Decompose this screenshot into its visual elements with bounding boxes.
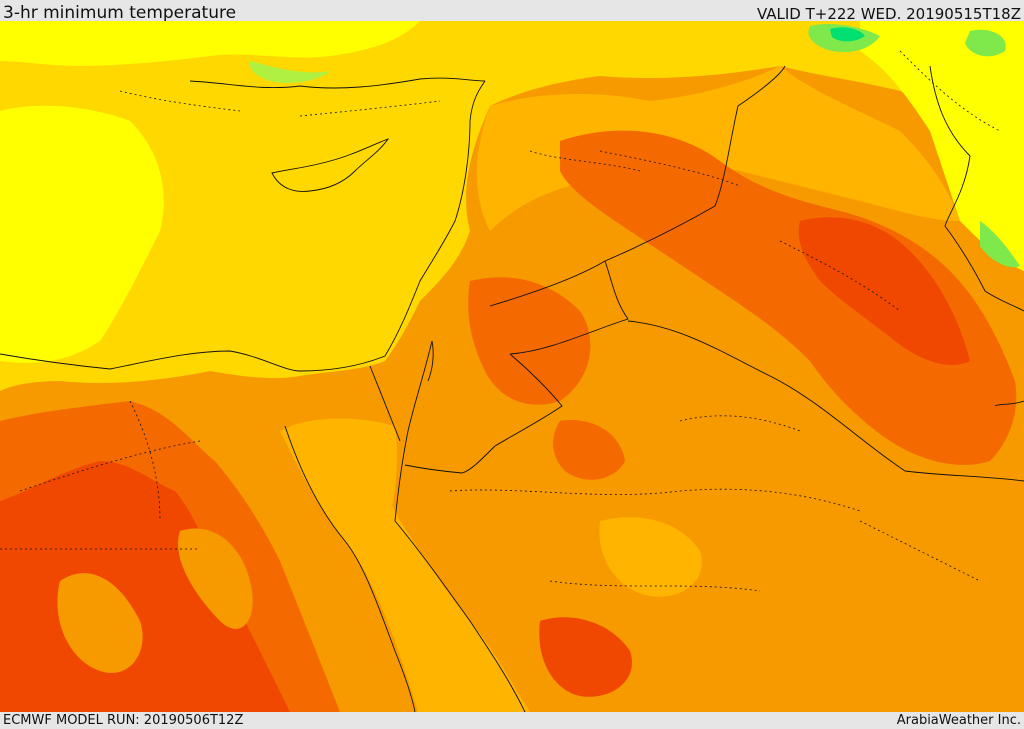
jordan-border xyxy=(404,353,563,474)
cyprus-outline xyxy=(271,138,390,192)
map-canvas xyxy=(0,21,1024,712)
green-patch-east xyxy=(965,29,1006,57)
red-sea-west-coast xyxy=(284,425,416,712)
map-title: 3-hr minimum temperature xyxy=(3,3,237,23)
egypt-israel-border xyxy=(369,365,401,442)
credit-label: ArabiaWeather Inc. xyxy=(896,713,1021,728)
aqaba-gulf-coast xyxy=(394,340,433,522)
turkey-coastline xyxy=(189,77,486,89)
syria-iraq-border xyxy=(489,65,786,307)
dead-sea xyxy=(427,340,434,382)
egypt-orange-patch-2 xyxy=(178,528,253,629)
province-borders xyxy=(0,50,1001,592)
jordan-saudi-border xyxy=(509,260,629,355)
iraq-hot-patch xyxy=(798,217,970,365)
west-med-yellow xyxy=(0,105,164,363)
egypt-orange-patch xyxy=(57,573,143,673)
temperature-map[interactable] xyxy=(0,21,1024,712)
green-patch-turkey xyxy=(249,61,330,83)
mesopotamia-warm-zone xyxy=(560,130,1017,465)
header-bar: 3-hr minimum temperature VALID T+222 WED… xyxy=(0,0,1024,23)
green-patch-core xyxy=(830,27,865,42)
levant-amber-zone xyxy=(476,66,960,231)
red-sea-east-coast xyxy=(394,520,526,712)
saudi-amber-patch xyxy=(599,517,702,597)
mediterranean-zone xyxy=(0,21,1024,391)
model-run-label: ECMWF MODEL RUN: 20190506T12Z xyxy=(3,713,244,728)
footer-bar: ECMWF MODEL RUN: 20190506T12Z ArabiaWeat… xyxy=(0,712,1024,729)
green-patch-caucasus xyxy=(980,221,1020,268)
valid-time-label: VALID T+222 WED. 20190515T18Z xyxy=(756,5,1021,23)
northeast-yellow xyxy=(860,21,1024,271)
levant-coastline xyxy=(0,80,486,372)
jordan-warm-zone xyxy=(468,277,591,405)
caspian-coast xyxy=(929,65,1024,312)
saudi-warm-patch xyxy=(553,420,625,480)
north-yellow-strip xyxy=(0,21,420,66)
persian-gulf-coast xyxy=(994,400,1024,407)
iraq-saudi-border xyxy=(627,320,1024,482)
saudi-red-patch xyxy=(539,617,632,697)
sinai-zone xyxy=(290,418,397,541)
